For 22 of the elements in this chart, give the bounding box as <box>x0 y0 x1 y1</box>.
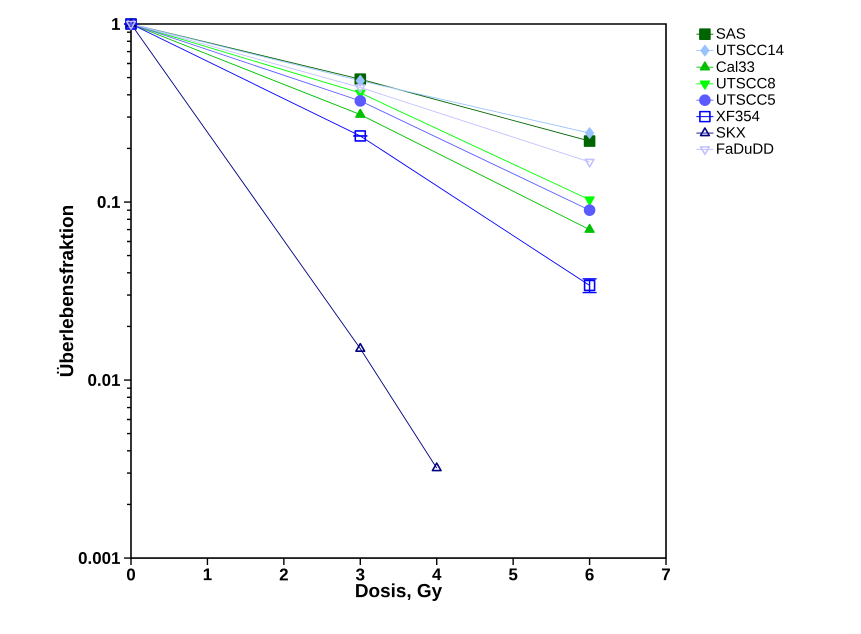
legend-label: SAS <box>716 28 746 39</box>
legend-label: Cal33 <box>716 61 754 72</box>
legend-label: UTSCC14 <box>717 44 784 56</box>
y-axis-title: Überlebensfraktion <box>56 206 74 376</box>
x-tick-label: 6 <box>585 568 594 581</box>
x-tick-label: 0 <box>126 568 136 581</box>
x-tick-label: 5 <box>508 568 518 580</box>
x-axis-title: Dosis, Gy <box>356 583 442 602</box>
y-tick-label: 0.1 <box>98 196 120 208</box>
legend-label: UTSCC5 <box>717 94 775 105</box>
y-tick-label: 0.001 <box>78 552 120 564</box>
x-tick-label: 2 <box>280 568 288 580</box>
y-tick-label: 0.01 <box>88 374 120 386</box>
x-tick-label: 7 <box>662 568 670 580</box>
x-tick-label: 4 <box>432 568 442 580</box>
legend-label: FaDuDD <box>717 143 774 154</box>
legend-label: XF354 <box>716 110 760 122</box>
y-tick-label: 1 <box>112 18 120 30</box>
legend-label: UTSCC8 <box>717 78 775 88</box>
x-tick-label: 3 <box>356 568 364 581</box>
legend-label: SKX <box>716 127 746 138</box>
x-tick-label: 1 <box>204 568 212 580</box>
